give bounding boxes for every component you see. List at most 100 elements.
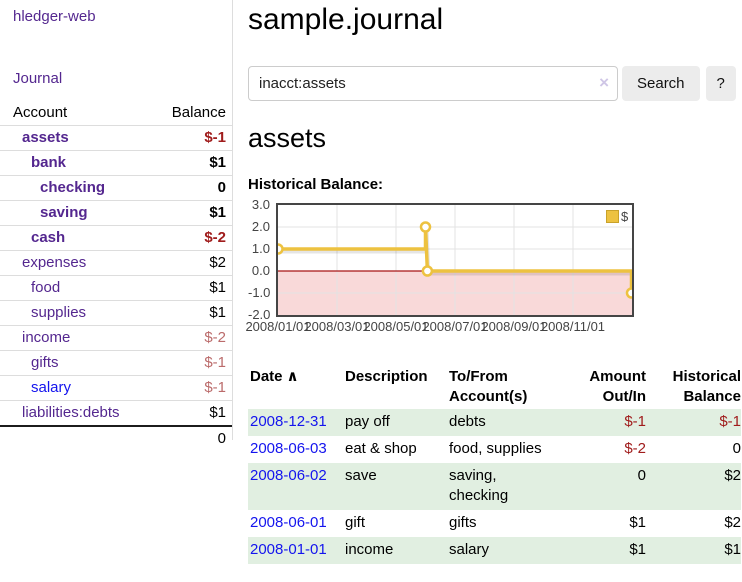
account-link[interactable]: gifts [31, 354, 59, 371]
search-form: × Search ? [248, 66, 742, 101]
accounts-table: Account Balance assets $-1 bank $1 checking 0… [0, 101, 232, 451]
account-balance: $1 [209, 154, 226, 171]
account-row: saving $1 [0, 200, 232, 226]
y-axis-tick-label: -1.0 [248, 285, 271, 300]
transaction-description: income [345, 541, 394, 558]
account-row: assets $-1 [0, 125, 232, 151]
account-row: supplies $1 [0, 300, 232, 326]
account-row: checking 0 [0, 175, 232, 201]
app-layout: hledger-web Journal Account Balance asse… [0, 0, 742, 564]
chart-canvas[interactable] [276, 203, 634, 317]
account-heading: assets [248, 123, 327, 153]
brand: hledger-web [0, 8, 232, 25]
chart-legend: $ [606, 209, 628, 224]
accounts-header-row: Account Balance [0, 101, 232, 126]
account-link[interactable]: assets [22, 129, 69, 146]
transaction-description: eat & shop [345, 440, 417, 457]
transaction-date-link[interactable]: 2008-01-01 [250, 541, 327, 558]
sidebar-nav: Journal [0, 70, 232, 87]
accounts-total-value: 0 [217, 430, 226, 447]
account-link[interactable]: checking [40, 179, 106, 196]
transaction-amount: 0 [637, 467, 646, 484]
register-header-row: Date ∧ Description To/From Account(s) Amo… [248, 365, 741, 409]
table-row: 2008-01-01 income salary $1 $1 [248, 537, 741, 564]
transaction-date-link[interactable]: 2008-12-31 [250, 413, 327, 430]
page-title: sample.journal [248, 3, 444, 36]
account-row: cash $-2 [0, 225, 232, 251]
x-axis-tick-label: 2008/05/01 [363, 319, 429, 334]
account-link[interactable]: salary [31, 379, 72, 396]
col-date[interactable]: Date ∧ [250, 368, 299, 385]
account-link[interactable]: income [22, 329, 71, 346]
transaction-date-link[interactable]: 2008-06-01 [250, 514, 327, 531]
accounts-header-balance: Balance [171, 104, 226, 121]
transaction-balance: 0 [732, 440, 741, 457]
transaction-balance: $2 [724, 467, 741, 484]
search-input[interactable] [248, 66, 618, 101]
account-balance: $1 [209, 204, 226, 221]
transaction-accounts: debts [449, 413, 486, 430]
account-row: expenses $2 [0, 250, 232, 276]
table-row: 2008-06-02 save saving, checking 0 $2 [248, 463, 741, 510]
clear-search-icon[interactable]: × [599, 73, 609, 92]
account-link[interactable]: expenses [22, 254, 87, 271]
col-description: Description [345, 368, 428, 385]
register-body: 2008-12-31 pay off debts $-1 $-1 2008-06-03 ea… [248, 409, 741, 564]
account-link[interactable]: food [31, 279, 61, 296]
transaction-date-link[interactable]: 2008-06-03 [250, 440, 327, 457]
transaction-balance: $1 [724, 541, 741, 558]
balance-chart[interactable]: 3.0 2.0 1.0 0.0 -1.0 -2.0 2008/01/01 2008/03/01… [245, 197, 742, 339]
x-axis-tick-label: 2008/11/01 [540, 319, 606, 334]
sidebar-item-journal[interactable]: Journal [13, 70, 63, 87]
account-balance: $-2 [204, 229, 226, 246]
transaction-description: save [345, 467, 377, 484]
transaction-accounts: gifts [449, 514, 477, 531]
transaction-accounts: salary [449, 541, 490, 558]
account-row: bank $1 [0, 150, 232, 176]
y-axis-tick-label: 1.0 [251, 241, 270, 256]
account-balance: $-1 [204, 129, 226, 146]
account-balance: $1 [209, 404, 226, 421]
transaction-amount: $1 [629, 541, 646, 558]
legend-swatch-icon [606, 210, 619, 223]
account-balance: $-2 [204, 329, 226, 346]
transaction-description: gift [345, 514, 366, 531]
account-balance: $1 [209, 304, 226, 321]
account-balance: 0 [217, 179, 226, 196]
y-axis-tick-label: 3.0 [251, 197, 270, 212]
table-row: 2008-12-31 pay off debts $-1 $-1 [248, 409, 741, 436]
y-axis-tick-label: 2.0 [251, 219, 270, 234]
main-content: sample.journal × Search ? assets Histori… [233, 0, 742, 564]
y-axis-tick-label: 0.0 [251, 263, 270, 278]
y-axis-tick-label: -2.0 [248, 307, 271, 322]
account-row: gifts $-1 [0, 350, 232, 376]
transaction-accounts: saving, checking [449, 467, 509, 504]
x-axis-tick-label: 2008/03/01 [304, 319, 370, 334]
account-link[interactable]: supplies [31, 304, 87, 321]
col-balance: Historical Balance [672, 368, 741, 405]
accounts-total-row: 0 [0, 426, 232, 451]
legend-label: $ [621, 209, 629, 224]
x-axis-tick-label: 2008/07/01 [422, 319, 488, 334]
account-link[interactable]: bank [31, 154, 67, 171]
account-link[interactable]: liabilities:debts [22, 404, 120, 421]
transaction-date-link[interactable]: 2008-06-02 [250, 467, 327, 484]
accounts-header-account: Account [13, 104, 68, 121]
search-button[interactable]: Search [622, 66, 700, 101]
register-table: Date ∧ Description To/From Account(s) Amo… [248, 365, 741, 564]
x-axis-tick-label: 2008/09/01 [481, 319, 547, 334]
brand-link[interactable]: hledger-web [13, 8, 96, 25]
table-row: 2008-06-03 eat & shop food, supplies $-2 0 [248, 436, 741, 463]
account-link[interactable]: cash [31, 229, 66, 246]
transaction-accounts: food, supplies [449, 440, 542, 457]
help-button[interactable]: ? [705, 66, 736, 101]
accounts-body: assets $-1 bank $1 checking 0 saving $1 cash $-2 e… [0, 125, 232, 427]
col-accounts: To/From Account(s) [449, 368, 528, 405]
x-axis-tick-label: 2008/01/01 [245, 319, 311, 334]
transaction-amount: $-1 [624, 413, 646, 430]
account-link[interactable]: saving [40, 204, 88, 221]
search-box: × [248, 66, 618, 101]
account-row: income $-2 [0, 325, 232, 351]
account-balance: $2 [209, 254, 226, 271]
account-row: liabilities:debts $1 [0, 400, 232, 427]
